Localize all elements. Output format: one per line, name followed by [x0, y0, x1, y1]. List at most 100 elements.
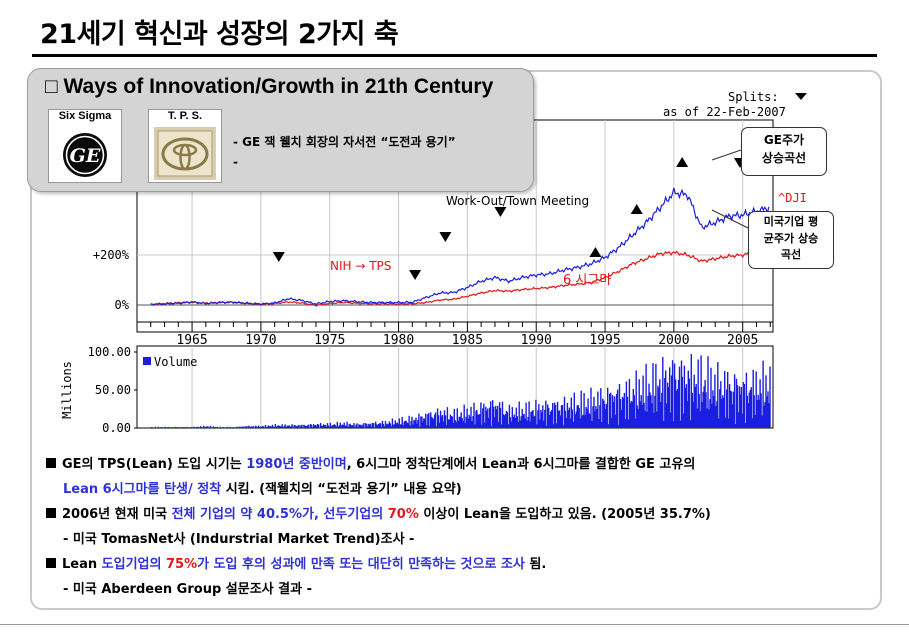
- volume-bar: [391, 418, 394, 428]
- volume-bar: [758, 399, 760, 428]
- volume-bar: [198, 426, 200, 428]
- volume-bar: [166, 427, 168, 428]
- volume-bar: [484, 422, 486, 428]
- volume-bar: [656, 411, 658, 428]
- volume-bar: [269, 426, 272, 428]
- volume-bar: [671, 360, 674, 428]
- volume-bar: [636, 405, 638, 428]
- volume-bar: [476, 410, 478, 428]
- volume-bar: [447, 419, 450, 428]
- volume-bar: [571, 409, 573, 428]
- volume-bar: [604, 403, 606, 428]
- volume-bar: [756, 400, 758, 428]
- volume-bar: [356, 423, 358, 428]
- volume-bar: [338, 425, 340, 428]
- volume-bar: [152, 427, 155, 428]
- volume-y-tick: 0.00: [102, 421, 131, 435]
- volume-bar: [508, 404, 511, 428]
- volume-bar: [440, 416, 443, 428]
- volume-bar: [425, 413, 427, 428]
- ge-price-line: [150, 187, 770, 306]
- volume-bar: [211, 427, 214, 428]
- innovation-overlay-box: □ Ways of Innovation/Growth in 21th Cent…: [27, 68, 534, 192]
- volume-bar: [746, 395, 748, 428]
- volume-bar: [196, 426, 198, 428]
- volume-bar: [265, 426, 268, 428]
- volume-bar: [223, 427, 225, 428]
- volume-bar: [203, 427, 206, 428]
- volume-bar: [602, 398, 604, 428]
- volume-bar: [501, 401, 504, 428]
- volume-bar: [340, 425, 342, 428]
- volume-bar: [573, 392, 575, 428]
- volume-bar: [321, 426, 324, 428]
- volume-bar: [745, 372, 748, 428]
- volume-bar: [740, 387, 743, 428]
- volume-bar: [603, 400, 605, 428]
- volume-bar: [634, 418, 636, 428]
- volume-bar: [530, 411, 532, 428]
- volume-bar: [481, 424, 483, 428]
- volume-bar: [434, 414, 436, 428]
- volume-bar: [628, 379, 631, 428]
- volume-bar: [705, 392, 707, 428]
- tps-label: T. P. S.: [167, 110, 203, 122]
- volume-bar: [386, 423, 389, 428]
- volume-bar: [360, 424, 362, 428]
- volume-bar: [186, 426, 188, 428]
- volume-bar: [590, 387, 592, 428]
- note-text: - 미국 TomasNet사 (Indurstrial Market Trend…: [63, 532, 415, 547]
- volume-bar: [328, 426, 331, 428]
- volume-bar: [478, 415, 480, 428]
- volume-bar: [557, 410, 560, 428]
- volume-bar: [394, 420, 396, 428]
- volume-bar: [199, 426, 202, 428]
- volume-bar: [681, 376, 684, 428]
- volume-bar: [569, 418, 572, 428]
- volume-bar: [284, 424, 286, 428]
- volume-bar: [516, 416, 518, 428]
- volume-bar: [506, 412, 509, 428]
- volume-bar: [546, 425, 548, 428]
- volume-bar: [151, 427, 154, 428]
- note-line-5: - 미국 Aberdeen Group 설문조사 결과 -: [46, 577, 876, 602]
- x-tick-label-1965: 1965: [176, 333, 207, 348]
- volume-bar: [510, 421, 513, 428]
- volume-bar: [493, 407, 495, 428]
- volume-bar: [470, 406, 472, 428]
- split-marker: [589, 247, 602, 257]
- note-text: Lean: [62, 557, 102, 572]
- volume-bar: [712, 390, 714, 428]
- volume-bar: [213, 427, 216, 428]
- volume-bar: [527, 417, 529, 428]
- ge-callout-line2: 상승곡선: [761, 151, 807, 165]
- volume-bar: [261, 426, 264, 428]
- volume-bar: [563, 396, 566, 428]
- volume-bar: [523, 414, 525, 428]
- volume-bar: [177, 427, 179, 428]
- volume-bar: [721, 398, 723, 428]
- volume-bar: [244, 427, 246, 428]
- volume-bar: [490, 401, 492, 428]
- volume-bar: [234, 427, 236, 428]
- volume-bar: [584, 414, 586, 428]
- volume-bar: [419, 426, 421, 428]
- volume-bar: [396, 422, 398, 428]
- volume-bar: [384, 421, 387, 428]
- volume-bar: [183, 426, 185, 428]
- volume-bar: [291, 424, 293, 428]
- volume-bar: [645, 363, 647, 428]
- chart-annotation-2: 6 시그마: [563, 273, 611, 288]
- volume-bar: [430, 412, 432, 428]
- volume-bar: [383, 426, 386, 428]
- volume-bar: [560, 405, 563, 428]
- volume-bar: [342, 425, 344, 428]
- volume-bar: [154, 426, 157, 428]
- split-marker: [409, 270, 422, 280]
- volume-bar: [231, 427, 233, 428]
- volume-bar: [463, 404, 465, 428]
- volume-bar: [174, 426, 176, 428]
- volume-bar: [471, 421, 473, 428]
- volume-bar: [423, 418, 425, 428]
- volume-bar: [454, 420, 456, 428]
